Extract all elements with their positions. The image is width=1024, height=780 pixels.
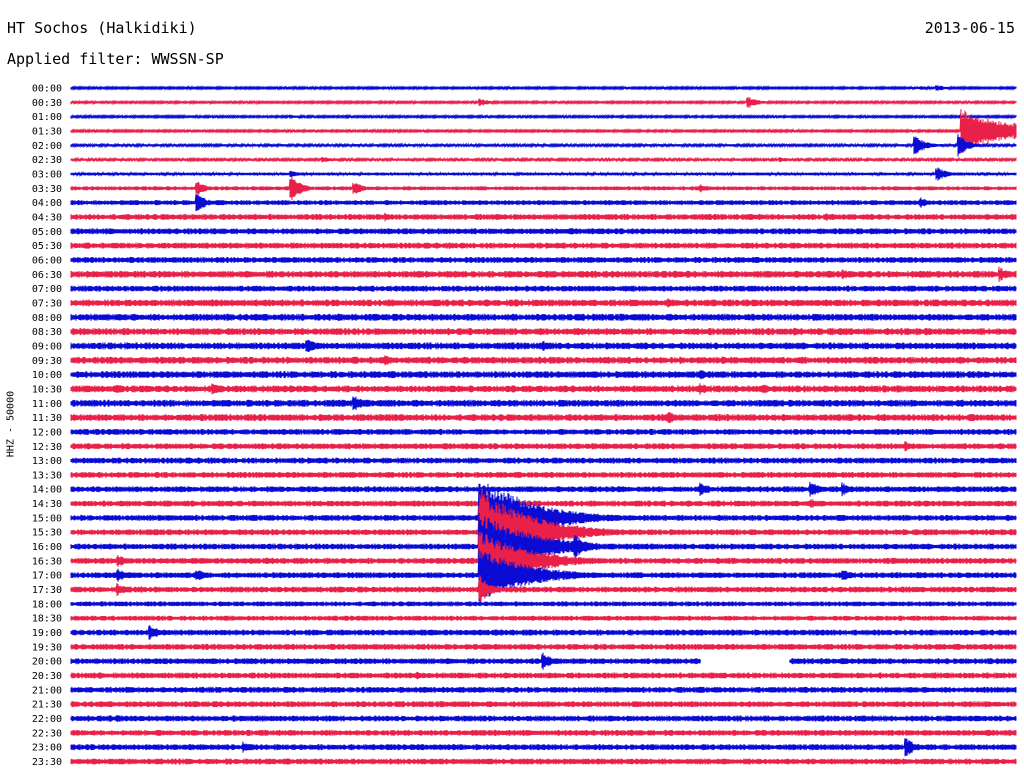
row-time-label: 23:30 <box>32 757 62 768</box>
row-time-label: 09:00 <box>32 341 62 352</box>
row-time-label: 03:30 <box>32 184 62 195</box>
row-time-label: 23:00 <box>32 743 62 754</box>
row-time-label: 01:30 <box>32 126 62 137</box>
row-time-label: 08:30 <box>32 327 62 338</box>
row-time-label: 08:00 <box>32 313 62 324</box>
row-time-label: 16:30 <box>32 556 62 567</box>
row-time-label: 06:00 <box>32 255 62 266</box>
row-time-label: 21:00 <box>32 685 62 696</box>
row-time-label: 12:00 <box>32 427 62 438</box>
row-time-label: 04:30 <box>32 212 62 223</box>
row-time-label: 05:00 <box>32 227 62 238</box>
row-time-label: 13:00 <box>32 456 62 467</box>
row-time-label: 10:00 <box>32 370 62 381</box>
row-time-label: 18:00 <box>32 599 62 610</box>
row-time-label: 17:30 <box>32 585 62 596</box>
row-time-label: 03:00 <box>32 169 62 180</box>
row-time-label: 22:30 <box>32 728 62 739</box>
row-time-label: 05:30 <box>32 241 62 252</box>
trace-rows: 00:00 00:30 01:00 01:30 02:00 02:30 03:00 03:30… <box>32 84 1017 768</box>
row-time-label: 13:30 <box>32 470 62 481</box>
row-time-label: 02:30 <box>32 155 62 166</box>
row-time-label: 11:00 <box>32 399 62 410</box>
row-time-label: 19:00 <box>32 628 62 639</box>
row-time-label: 15:00 <box>32 513 62 524</box>
filter-label: Applied filter: WWSSN-SP <box>7 50 224 68</box>
row-time-label: 17:00 <box>32 571 62 582</box>
row-time-label: 00:30 <box>32 98 62 109</box>
row-time-label: 06:30 <box>32 270 62 281</box>
row-time-label: 15:30 <box>32 528 62 539</box>
row-time-label: 00:00 <box>32 84 62 95</box>
station-title: HT Sochos (Halkidiki) <box>7 19 197 37</box>
row-time-label: 04:00 <box>32 198 62 209</box>
row-time-label: 01:00 <box>32 112 62 123</box>
row-time-label: 11:30 <box>32 413 62 424</box>
row-time-label: 07:30 <box>32 298 62 309</box>
row-time-label: 16:00 <box>32 542 62 553</box>
row-time-label: 12:30 <box>32 442 62 453</box>
row-time-label: 07:00 <box>32 284 62 295</box>
row-time-label: 20:00 <box>32 657 62 668</box>
row-time-label: 14:30 <box>32 499 62 510</box>
row-time-label: 09:30 <box>32 356 62 367</box>
date-label: 2013-06-15 <box>924 19 1015 37</box>
row-time-label: 02:00 <box>32 141 62 152</box>
row-time-label: 19:30 <box>32 642 62 653</box>
row-time-label: 21:30 <box>32 700 62 711</box>
seismic-trace-row <box>70 701 1017 708</box>
row-time-label: 18:30 <box>32 614 62 625</box>
row-time-label: 22:00 <box>32 714 62 725</box>
row-time-label: 10:30 <box>32 384 62 395</box>
row-time-label: 14:00 <box>32 485 62 496</box>
row-time-label: 20:30 <box>32 671 62 682</box>
